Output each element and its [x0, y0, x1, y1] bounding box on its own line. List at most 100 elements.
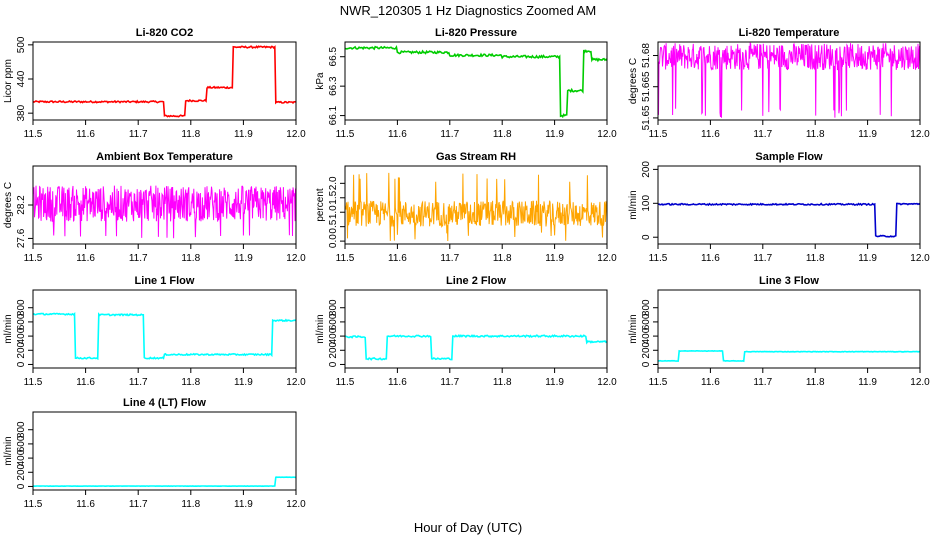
- x-tick-label: 12.0: [910, 129, 930, 140]
- x-tick-label: 11.9: [858, 129, 877, 140]
- x-tick-label: 11.7: [129, 253, 148, 264]
- x-tick-label: 11.7: [440, 129, 459, 140]
- y-tick-label: 500: [16, 36, 27, 53]
- chart-panel: Sample Flow ml/min 11.5 11.6 11.7 11.8 11.9 12.…: [628, 151, 930, 264]
- x-tick-label: 11.8: [806, 129, 825, 140]
- panel-title: Ambient Box Temperature: [96, 151, 233, 163]
- x-tick-label: 11.7: [753, 129, 772, 140]
- x-tick-label: 12.0: [910, 253, 930, 264]
- series-line: [344, 172, 608, 242]
- y-tick-label: 800: [16, 421, 27, 438]
- x-tick-label: 12.0: [597, 129, 617, 140]
- y-tick-label: 2.0: [328, 176, 339, 190]
- x-tick-label: 11.9: [234, 499, 253, 510]
- y-axis-label: percent: [315, 188, 326, 222]
- x-tick-label: 11.8: [806, 377, 825, 388]
- x-tick-label: 11.5: [336, 129, 355, 140]
- x-tick-label: 11.5: [24, 129, 43, 140]
- y-tick-label: 0: [16, 483, 27, 489]
- x-tick-label: 11.6: [701, 377, 720, 388]
- y-axis-label: ml/min: [3, 314, 14, 343]
- plot-frame: [32, 411, 297, 491]
- x-tick-label: 11.9: [545, 129, 564, 140]
- y-tick-label: 0: [641, 234, 652, 240]
- panel-title: Li-820 Pressure: [435, 27, 517, 39]
- y-tick-label: 600: [16, 435, 27, 452]
- x-tick-label: 11.9: [234, 129, 253, 140]
- x-tick-label: 11.9: [234, 253, 253, 264]
- x-tick-label: 12.0: [286, 129, 306, 140]
- panel-title: Line 3 Flow: [759, 275, 819, 287]
- x-tick-label: 11.7: [129, 129, 148, 140]
- series-line: [32, 185, 297, 239]
- y-tick-label: 200: [16, 463, 27, 480]
- x-tick-label: 11.6: [76, 499, 95, 510]
- x-tick-label: 11.8: [181, 253, 200, 264]
- y-axis-label: degrees C: [628, 58, 639, 104]
- x-tick-label: 11.6: [701, 129, 720, 140]
- y-tick-label: 440: [16, 70, 27, 87]
- chart-panel: Ambient Box Temperature degrees C 11.5 11.6…: [3, 151, 306, 264]
- series-line: [32, 45, 297, 118]
- panel-title: Li-820 Temperature: [739, 27, 840, 39]
- y-tick-label: 28.2: [16, 195, 27, 215]
- y-tick-label: 0.0: [328, 234, 339, 248]
- figure-xlabel: Hour of Day (UTC): [414, 520, 522, 535]
- y-tick-label: 400: [16, 449, 27, 466]
- x-tick-label: 11.8: [493, 377, 512, 388]
- x-tick-label: 12.0: [286, 253, 306, 264]
- plot-frame: [657, 41, 921, 121]
- x-tick-label: 11.7: [440, 253, 459, 264]
- panel-title: Line 4 (LT) Flow: [123, 397, 206, 409]
- y-tick-label: 66.1: [328, 105, 339, 125]
- x-tick-label: 11.7: [440, 377, 459, 388]
- y-tick-label: 200: [641, 341, 652, 358]
- chart-panel: Li-820 Temperature degrees C 11.5 11.6 11.7 1…: [628, 27, 930, 140]
- panel-title: Sample Flow: [755, 151, 823, 163]
- x-tick-label: 11.5: [336, 377, 355, 388]
- y-tick-label: 400: [641, 327, 652, 344]
- x-tick-label: 11.7: [753, 253, 772, 264]
- x-tick-label: 11.8: [181, 377, 200, 388]
- x-tick-label: 11.7: [129, 377, 148, 388]
- y-tick-label: 380: [16, 104, 27, 121]
- x-tick-label: 11.9: [545, 377, 564, 388]
- chart-panel: Li-820 CO2 Licor ppm 11.5 11.6 11.7 11.8 11.9 1…: [3, 27, 306, 140]
- y-tick-label: 51.65: [641, 105, 652, 130]
- x-tick-label: 11.8: [806, 253, 825, 264]
- x-tick-label: 11.6: [388, 253, 407, 264]
- x-tick-label: 11.6: [701, 253, 720, 264]
- x-tick-label: 11.6: [76, 377, 95, 388]
- x-tick-label: 11.8: [493, 129, 512, 140]
- y-tick-label: 200: [16, 341, 27, 358]
- series-line: [344, 334, 608, 361]
- y-tick-label: 100: [641, 195, 652, 212]
- x-tick-label: 11.6: [388, 377, 407, 388]
- x-tick-label: 11.7: [129, 499, 148, 510]
- y-tick-label: 0: [641, 361, 652, 367]
- y-tick-label: 600: [328, 313, 339, 330]
- y-axis-label: ml/min: [3, 436, 14, 465]
- y-tick-label: 66.5: [328, 47, 339, 67]
- y-tick-label: 1.5: [328, 190, 339, 204]
- series-line: [657, 349, 921, 363]
- y-axis-label: kPa: [315, 72, 326, 90]
- plot-frame: [32, 41, 297, 121]
- y-tick-label: 800: [16, 299, 27, 316]
- x-tick-label: 11.5: [24, 499, 43, 510]
- x-tick-label: 11.6: [76, 129, 95, 140]
- x-tick-label: 11.7: [753, 377, 772, 388]
- x-tick-label: 12.0: [597, 253, 617, 264]
- y-axis-label: ml/min: [628, 314, 639, 343]
- x-tick-label: 11.9: [545, 253, 564, 264]
- series-line: [32, 476, 297, 488]
- y-tick-label: 51.68: [641, 43, 652, 68]
- x-tick-label: 11.5: [649, 129, 668, 140]
- y-tick-label: 600: [641, 313, 652, 330]
- y-tick-label: 27.6: [16, 228, 27, 248]
- x-tick-label: 11.6: [388, 129, 407, 140]
- y-axis-label: Licor ppm: [3, 59, 14, 103]
- x-tick-label: 12.0: [286, 499, 306, 510]
- chart-panel: Line 1 Flow ml/min 11.5 11.6 11.7 11.8 11.9 12.…: [3, 275, 306, 388]
- plot-frame: [657, 289, 921, 369]
